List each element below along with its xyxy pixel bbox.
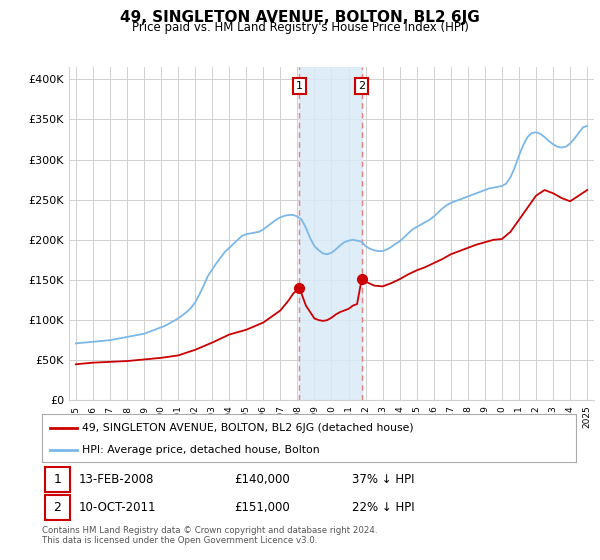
Text: 1: 1 bbox=[53, 473, 61, 486]
Bar bbox=[299, 67, 362, 400]
Text: 22% ↓ HPI: 22% ↓ HPI bbox=[352, 501, 415, 514]
Text: 49, SINGLETON AVENUE, BOLTON, BL2 6JG (detached house): 49, SINGLETON AVENUE, BOLTON, BL2 6JG (d… bbox=[82, 423, 413, 433]
Bar bbox=[44, 467, 70, 492]
Text: Contains HM Land Registry data © Crown copyright and database right 2024.: Contains HM Land Registry data © Crown c… bbox=[42, 526, 377, 535]
Text: 1: 1 bbox=[296, 81, 303, 91]
Bar bbox=[44, 496, 70, 520]
Text: HPI: Average price, detached house, Bolton: HPI: Average price, detached house, Bolt… bbox=[82, 445, 320, 455]
Text: 2: 2 bbox=[358, 81, 365, 91]
Text: £151,000: £151,000 bbox=[234, 501, 290, 514]
Text: 10-OCT-2011: 10-OCT-2011 bbox=[79, 501, 156, 514]
Text: £140,000: £140,000 bbox=[234, 473, 290, 486]
Text: This data is licensed under the Open Government Licence v3.0.: This data is licensed under the Open Gov… bbox=[42, 536, 317, 545]
Text: 49, SINGLETON AVENUE, BOLTON, BL2 6JG: 49, SINGLETON AVENUE, BOLTON, BL2 6JG bbox=[120, 10, 480, 25]
Text: 2: 2 bbox=[53, 501, 61, 514]
Text: 13-FEB-2008: 13-FEB-2008 bbox=[79, 473, 154, 486]
Text: 37% ↓ HPI: 37% ↓ HPI bbox=[352, 473, 414, 486]
Text: Price paid vs. HM Land Registry's House Price Index (HPI): Price paid vs. HM Land Registry's House … bbox=[131, 21, 469, 34]
